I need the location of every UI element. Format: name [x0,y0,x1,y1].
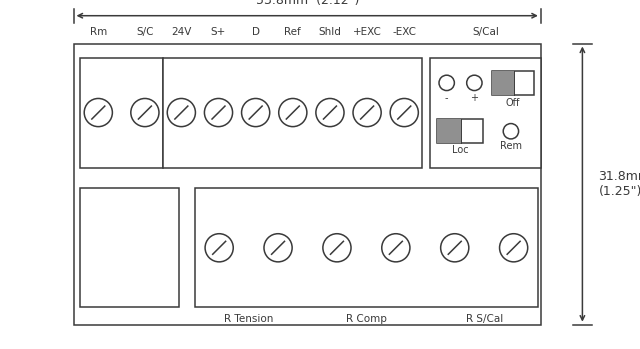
Text: Shld: Shld [319,27,341,37]
Ellipse shape [204,98,232,127]
Text: -: - [445,93,449,103]
Ellipse shape [439,75,454,90]
Ellipse shape [167,98,195,127]
Ellipse shape [467,75,482,90]
Ellipse shape [205,234,233,262]
Bar [195,188,538,307]
Text: -EXC: -EXC [392,27,416,37]
Text: Loc: Loc [452,145,468,155]
Text: R Comp: R Comp [346,314,387,324]
Bar [436,119,461,143]
Text: Off: Off [506,98,520,108]
Text: 31.8mm
(1.25"): 31.8mm (1.25") [598,170,640,198]
Text: Rm: Rm [90,27,107,37]
Bar [430,58,541,168]
Text: 53.8mm  (2.12"): 53.8mm (2.12") [255,0,359,7]
Ellipse shape [316,98,344,127]
Ellipse shape [279,98,307,127]
Ellipse shape [241,98,269,127]
Bar [492,71,514,95]
Bar [436,119,483,143]
Text: R S/Cal: R S/Cal [465,314,503,324]
Bar [163,58,422,168]
Text: Rem: Rem [500,141,522,151]
Ellipse shape [390,98,419,127]
Ellipse shape [264,234,292,262]
Ellipse shape [353,98,381,127]
Ellipse shape [382,234,410,262]
Text: +: + [470,93,478,103]
Ellipse shape [500,234,528,262]
Text: D: D [252,27,260,37]
Text: R Tension: R Tension [224,314,273,324]
Text: S/C: S/C [136,27,154,37]
Ellipse shape [441,234,469,262]
Text: +EXC: +EXC [353,27,381,37]
Text: 24V: 24V [171,27,191,37]
Bar [74,44,541,325]
Bar [492,71,534,95]
Ellipse shape [323,234,351,262]
Bar [80,188,179,307]
Ellipse shape [131,98,159,127]
Text: Ref: Ref [284,27,301,37]
Ellipse shape [84,98,113,127]
Bar [80,58,163,168]
Ellipse shape [503,124,518,139]
Text: S+: S+ [211,27,226,37]
Text: S/Cal: S/Cal [472,27,499,37]
